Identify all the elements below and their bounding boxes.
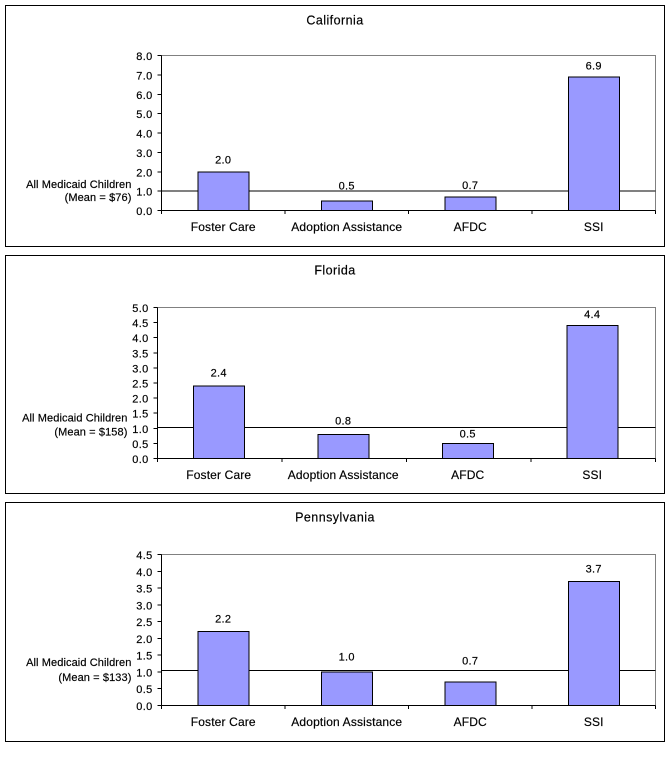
svg-text:0.5: 0.5 [132,439,148,451]
svg-text:California: California [306,14,363,28]
svg-text:4.0: 4.0 [132,333,148,345]
svg-text:AFDC: AFDC [454,220,487,234]
svg-text:1.0: 1.0 [339,652,355,664]
svg-text:4.4: 4.4 [584,309,600,321]
svg-text:2.2: 2.2 [215,614,231,626]
svg-text:4.5: 4.5 [132,318,148,330]
svg-text:2.5: 2.5 [136,617,152,629]
svg-text:5.0: 5.0 [136,109,152,121]
svg-text:2.0: 2.0 [132,394,148,406]
svg-text:0.5: 0.5 [460,429,476,441]
svg-text:4.5: 4.5 [136,550,152,562]
svg-text:3.5: 3.5 [136,584,152,596]
svg-text:0.5: 0.5 [136,684,152,696]
svg-text:2.0: 2.0 [136,167,152,179]
svg-text:(Mean = $133): (Mean = $133) [58,672,131,684]
svg-text:0.0: 0.0 [136,701,152,713]
svg-text:Foster Care: Foster Care [191,220,256,234]
svg-text:3.5: 3.5 [132,348,148,360]
svg-text:SSI: SSI [584,220,604,234]
svg-text:2.0: 2.0 [215,154,231,166]
svg-text:2.5: 2.5 [132,379,148,391]
svg-text:1.5: 1.5 [132,409,148,421]
svg-text:3.0: 3.0 [136,600,152,612]
svg-text:0.7: 0.7 [462,656,478,668]
svg-text:1.0: 1.0 [136,187,152,199]
svg-text:Florida: Florida [314,264,355,278]
svg-text:2.4: 2.4 [211,367,227,379]
svg-text:1.5: 1.5 [136,651,152,663]
svg-text:4.0: 4.0 [136,129,152,141]
svg-text:0.0: 0.0 [136,206,152,218]
svg-text:Adoption Assistance: Adoption Assistance [291,715,402,729]
svg-text:4.0: 4.0 [136,567,152,579]
svg-text:(Mean = $158): (Mean = $158) [54,426,127,438]
svg-text:8.0: 8.0 [136,51,152,63]
svg-text:7.0: 7.0 [136,70,152,82]
svg-text:All Medicaid Children: All Medicaid Children [26,657,131,669]
svg-text:0.8: 0.8 [335,415,351,427]
svg-text:Adoption Assistance: Adoption Assistance [291,220,402,234]
svg-text:3.7: 3.7 [586,564,602,576]
svg-text:AFDC: AFDC [451,468,484,482]
svg-text:0.7: 0.7 [462,180,478,192]
svg-text:3.0: 3.0 [136,148,152,160]
svg-text:2.0: 2.0 [136,634,152,646]
svg-text:All Medicaid Children: All Medicaid Children [22,412,127,424]
svg-text:0.0: 0.0 [132,454,148,466]
svg-text:SSI: SSI [584,715,604,729]
svg-text:Adoption Assistance: Adoption Assistance [288,468,399,482]
svg-text:1.0: 1.0 [132,424,148,436]
svg-text:AFDC: AFDC [454,715,487,729]
svg-text:SSI: SSI [582,468,602,482]
svg-text:1.0: 1.0 [136,667,152,679]
svg-text:Foster Care: Foster Care [191,715,256,729]
svg-text:Pennsylvania: Pennsylvania [295,511,375,525]
svg-text:(Mean = $76): (Mean = $76) [65,192,132,204]
svg-text:6.9: 6.9 [586,61,602,73]
svg-text:6.0: 6.0 [136,90,152,102]
svg-text:5.0: 5.0 [132,303,148,315]
svg-text:All Medicaid Children: All Medicaid Children [26,179,131,191]
svg-text:Foster Care: Foster Care [186,468,251,482]
svg-text:0.5: 0.5 [339,180,355,192]
svg-text:3.0: 3.0 [132,363,148,375]
